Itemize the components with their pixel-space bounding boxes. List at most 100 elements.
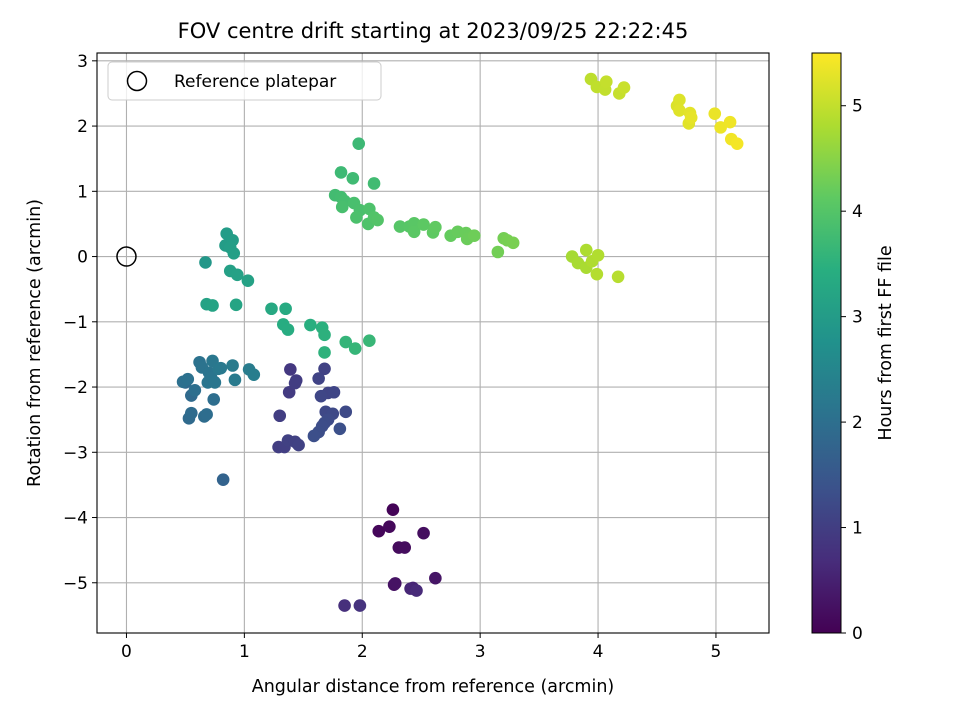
colorbar-tick-label: 1 — [852, 519, 863, 539]
scatter-point — [229, 298, 243, 312]
scatter-point — [312, 372, 325, 385]
scatter-point — [352, 137, 366, 150]
y-axis-label: Rotation from reference (arcmin) — [25, 199, 45, 487]
scatter-point — [723, 115, 737, 129]
scatter-point — [386, 503, 400, 516]
scatter-point — [338, 599, 351, 612]
scatter-point — [590, 267, 604, 281]
scatter-point — [216, 473, 230, 486]
scatter-point — [371, 213, 384, 227]
scatter-point — [410, 584, 423, 597]
scatter-point — [417, 526, 430, 540]
scatter-point — [307, 429, 321, 443]
scatter-point — [600, 75, 613, 89]
scatter-point — [292, 438, 305, 452]
scatter-point — [208, 376, 222, 389]
scatter-point — [273, 409, 287, 423]
scatter-point — [398, 541, 412, 554]
scatter-point — [281, 323, 295, 336]
scatter-point — [673, 104, 686, 117]
scatter-point — [279, 302, 292, 316]
scatter-point — [226, 359, 239, 372]
colorbar — [811, 52, 842, 634]
scatter-point — [348, 342, 362, 355]
scatter-point — [579, 243, 593, 257]
scatter-point — [617, 81, 631, 94]
scatter-point — [314, 389, 328, 403]
scatter-point — [284, 363, 297, 376]
scatter-point — [591, 248, 605, 262]
y-tick-label: −3 — [63, 443, 88, 463]
scatter-point — [383, 520, 396, 533]
scatter-point — [318, 328, 331, 342]
scatter-point — [491, 245, 505, 259]
scatter-point — [185, 406, 198, 420]
y-tick-label: −5 — [63, 574, 88, 594]
y-tick-label: 2 — [77, 117, 88, 137]
scatter-point — [214, 361, 228, 375]
x-tick-label: 2 — [357, 642, 368, 662]
scatter-points — [176, 72, 744, 612]
y-tick-label: 0 — [77, 248, 88, 268]
scatter-point — [334, 166, 348, 179]
scatter-point — [241, 274, 255, 287]
y-tick-label: −4 — [63, 509, 88, 529]
scatter-point — [429, 220, 442, 234]
scatter-point — [181, 372, 195, 386]
y-axis-ticks: −5 −4 −3 −2 −1 0 1 2 3 — [63, 52, 97, 594]
scatter-point — [318, 362, 331, 376]
scatter-point — [714, 121, 727, 134]
scatter-point — [372, 524, 386, 538]
colorbar-tick-label: 2 — [852, 413, 863, 433]
colorbar-ticks: 0 1 2 3 4 5 — [841, 97, 863, 644]
colorbar-tick-label: 3 — [852, 308, 863, 328]
legend-marker-icon — [126, 70, 148, 92]
scatter-point — [393, 220, 407, 233]
colorbar-tick-label: 5 — [852, 97, 863, 117]
scatter-point — [327, 385, 341, 399]
legend: Reference platepar — [107, 61, 382, 101]
scatter-point — [417, 218, 430, 231]
scatter-point — [207, 393, 221, 406]
scatter-point — [227, 246, 241, 260]
scatter-point — [247, 368, 261, 381]
scatter-point — [188, 384, 202, 397]
reference-platepar-marker — [116, 246, 137, 267]
plot-frame — [96, 52, 770, 634]
x-axis-label: Angular distance from reference (arcmin) — [252, 677, 615, 697]
x-tick-label: 1 — [239, 642, 250, 662]
x-axis-ticks: 0 1 2 3 4 5 — [121, 633, 721, 662]
colorbar-tick-label: 4 — [852, 202, 863, 222]
scatter-point — [367, 177, 381, 190]
scatter-point — [230, 268, 244, 282]
scatter-point — [339, 335, 353, 349]
plot-area — [97, 53, 769, 633]
scatter-point — [265, 302, 278, 316]
scatter-point — [684, 111, 698, 124]
colorbar-tick-label: 0 — [852, 624, 863, 644]
scatter-point — [506, 236, 520, 250]
scatter-point — [200, 408, 213, 421]
scatter-point — [282, 385, 296, 399]
scatter-point — [304, 318, 317, 332]
x-tick-label: 5 — [711, 642, 722, 662]
scatter-point — [611, 270, 625, 284]
colorbar-label: Hours from first FF file — [876, 245, 896, 440]
scatter-point — [407, 225, 421, 239]
scatter-point — [353, 599, 367, 612]
scatter-point — [318, 346, 331, 359]
x-tick-label: 4 — [593, 642, 604, 662]
y-tick-label: −2 — [63, 378, 88, 398]
scatter-point — [388, 577, 402, 590]
legend-frame — [107, 61, 382, 101]
legend-entry: Reference platepar — [174, 72, 336, 92]
scatter-point — [467, 229, 481, 242]
y-tick-label: 3 — [77, 52, 88, 72]
scatter-point — [730, 137, 744, 150]
scatter-point — [228, 373, 242, 387]
x-tick-label: 0 — [121, 642, 132, 662]
scatter-point — [346, 171, 360, 185]
scatter-point — [350, 211, 363, 224]
scatter-point — [288, 376, 302, 390]
